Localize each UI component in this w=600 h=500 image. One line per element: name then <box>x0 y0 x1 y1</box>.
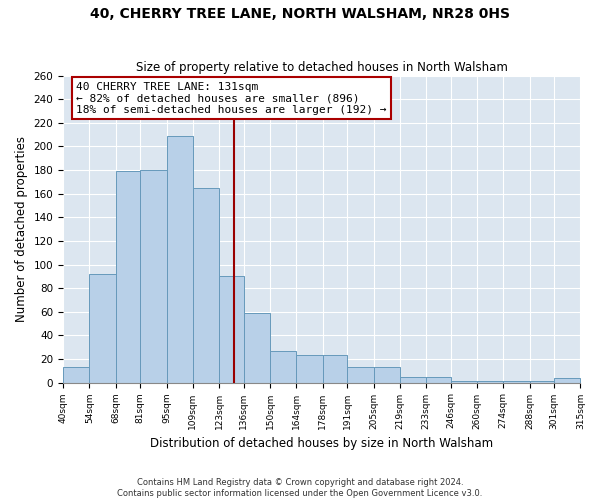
Bar <box>323 356 347 382</box>
Bar <box>219 276 244 382</box>
Text: Contains HM Land Registry data © Crown copyright and database right 2024.
Contai: Contains HM Land Registry data © Crown c… <box>118 478 482 498</box>
Bar <box>270 350 296 382</box>
Bar <box>140 170 167 382</box>
Bar <box>554 378 580 382</box>
Title: Size of property relative to detached houses in North Walsham: Size of property relative to detached ho… <box>136 62 508 74</box>
Bar <box>374 367 400 382</box>
Bar <box>89 274 116 382</box>
Y-axis label: Number of detached properties: Number of detached properties <box>15 136 28 322</box>
Bar <box>347 367 374 382</box>
Bar <box>193 188 219 382</box>
Bar <box>400 376 426 382</box>
Bar <box>63 367 89 382</box>
Bar <box>167 136 193 382</box>
Bar <box>244 313 270 382</box>
X-axis label: Distribution of detached houses by size in North Walsham: Distribution of detached houses by size … <box>150 437 493 450</box>
Bar <box>296 356 323 382</box>
Text: 40, CHERRY TREE LANE, NORTH WALSHAM, NR28 0HS: 40, CHERRY TREE LANE, NORTH WALSHAM, NR2… <box>90 8 510 22</box>
Bar <box>116 172 140 382</box>
Bar <box>426 376 451 382</box>
Text: 40 CHERRY TREE LANE: 131sqm
← 82% of detached houses are smaller (896)
18% of se: 40 CHERRY TREE LANE: 131sqm ← 82% of det… <box>76 82 386 115</box>
